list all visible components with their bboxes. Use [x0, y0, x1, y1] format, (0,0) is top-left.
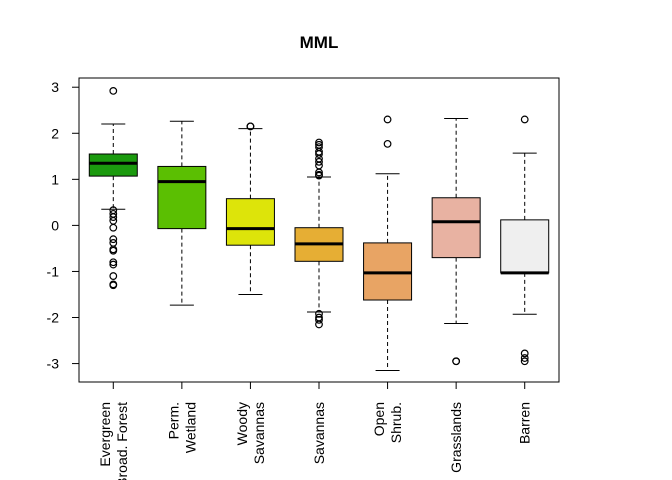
outlier-point: [109, 258, 118, 267]
x-tick-label: EvergreenBroad. Forest: [97, 402, 130, 480]
x-tick-label: Perm.Wetland: [165, 402, 198, 453]
outlier-point: [109, 272, 118, 280]
y-tick-label: 2: [51, 125, 59, 141]
x-tick-label: OpenShrub.: [371, 402, 404, 443]
outlier-point: [315, 138, 323, 147]
outlier-point: [520, 357, 529, 366]
box-group: [294, 138, 344, 329]
y-axis: -3 -2 -1 0 1 2 3: [47, 79, 80, 372]
x-tick-label: WoodySavannas: [234, 402, 267, 464]
outlier-point: [315, 150, 323, 158]
box: [225, 198, 275, 246]
outlier-point: [109, 246, 118, 255]
outlier-point: [109, 281, 118, 290]
x-tick-label: Grasslands: [448, 402, 464, 473]
x-tick-label: Barren: [517, 402, 533, 444]
x-tick-label: Savannas: [311, 402, 327, 464]
box: [157, 165, 207, 230]
outlier-point: [109, 86, 118, 95]
outlier-point: [383, 115, 392, 124]
outlier-point: [315, 157, 323, 166]
box-group: [225, 122, 275, 295]
outlier-point: [520, 354, 529, 362]
outlier-point: [109, 223, 118, 232]
y-tick-label: -3: [47, 356, 60, 372]
outlier-point: [315, 168, 323, 177]
y-tick-label: 1: [51, 171, 59, 187]
box-group: [88, 86, 138, 290]
x-axis: EvergreenBroad. Forest Perm.Wetland WoodyS…: [97, 381, 533, 480]
box-group: [363, 115, 413, 371]
chart-title: MML: [300, 33, 339, 52]
outlier-point: [109, 235, 118, 244]
box-group: [500, 115, 550, 366]
outlier-point: [452, 357, 461, 366]
outlier-point: [520, 349, 529, 358]
box: [88, 153, 138, 177]
outlier-point: [315, 320, 323, 329]
outlier-point: [109, 213, 118, 222]
box-group: [157, 120, 207, 306]
y-tick-label: -1: [47, 263, 60, 279]
box-group: [431, 118, 481, 366]
outlier-point: [315, 309, 323, 318]
outlier-point: [383, 139, 392, 148]
outlier-point: [246, 122, 255, 131]
outlier-point: [315, 315, 323, 324]
box: [500, 219, 550, 274]
box: [431, 197, 481, 259]
boxes: [88, 86, 550, 371]
y-tick-label: -2: [47, 310, 60, 326]
outlier-point: [520, 115, 529, 124]
outlier-point: [109, 260, 118, 269]
y-tick-label: 0: [51, 217, 59, 233]
y-tick-label: 3: [51, 79, 59, 95]
outlier-point: [315, 171, 323, 180]
